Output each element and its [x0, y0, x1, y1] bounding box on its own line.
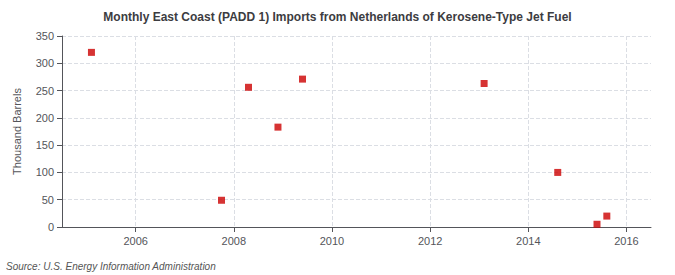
svg-text:50: 50	[42, 194, 54, 206]
svg-text:350: 350	[36, 30, 54, 42]
svg-text:2006: 2006	[123, 235, 147, 247]
svg-text:300: 300	[36, 57, 54, 69]
svg-text:2016: 2016	[614, 235, 638, 247]
svg-text:0: 0	[48, 221, 54, 233]
svg-text:2008: 2008	[222, 235, 246, 247]
svg-text:2010: 2010	[320, 235, 344, 247]
svg-text:100: 100	[36, 166, 54, 178]
svg-text:200: 200	[36, 112, 54, 124]
svg-text:Thousand Barrels: Thousand Barrels	[11, 88, 23, 175]
svg-text:2012: 2012	[418, 235, 442, 247]
svg-text:2014: 2014	[516, 235, 540, 247]
svg-text:150: 150	[36, 139, 54, 151]
svg-text:Monthly East Coast (PADD 1) Im: Monthly East Coast (PADD 1) Imports from…	[103, 10, 571, 24]
svg-text:250: 250	[36, 85, 54, 97]
svg-text:Source: U.S. Energy Informatio: Source: U.S. Energy Information Administ…	[6, 261, 216, 272]
